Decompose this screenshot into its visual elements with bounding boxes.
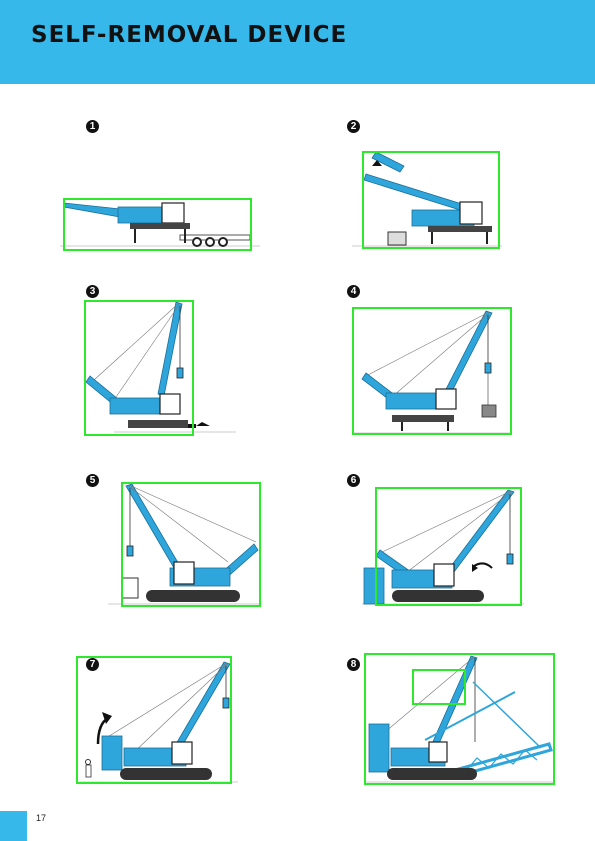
crane-crawler-assembled-illustration	[108, 483, 262, 605]
crane-boom-extension-illustration	[365, 655, 555, 783]
step-number-4: 4	[347, 285, 360, 298]
step-number-5: 5	[86, 474, 99, 487]
highlight-frame-step-7	[76, 656, 232, 784]
highlight-frame-step-8-detail	[412, 669, 466, 705]
step-number-8: 8	[347, 658, 360, 671]
crane-transport-trailer-illustration	[60, 202, 260, 247]
page-number: 17	[36, 813, 47, 823]
step-number-7: 7	[86, 658, 99, 671]
highlight-frame-step-1	[63, 198, 252, 251]
page-title: SELF-REMOVAL DEVICE	[31, 22, 348, 48]
highlight-frame-step-2	[362, 151, 500, 249]
page-header: SELF-REMOVAL DEVICE	[0, 0, 595, 84]
crane-counterweight-stack-illustration	[80, 661, 238, 783]
step-number-2: 2	[347, 120, 360, 133]
highlight-frame-step-6	[375, 487, 522, 606]
step-number-1: 1	[86, 120, 99, 133]
highlight-frame-step-8	[364, 653, 555, 785]
step-number-3: 3	[86, 285, 99, 298]
highlight-frame-step-5	[121, 482, 261, 607]
crane-crawler-install-illustration	[85, 301, 236, 433]
crane-counterweight-lift-illustration	[352, 310, 512, 434]
step-number-6: 6	[347, 474, 360, 487]
highlight-frame-step-4	[352, 307, 512, 435]
crane-counterweight-rotate-illustration	[362, 489, 524, 605]
crane-boom-raising-illustration	[352, 151, 502, 247]
highlight-frame-step-3	[84, 300, 194, 436]
page-tab	[0, 811, 27, 841]
